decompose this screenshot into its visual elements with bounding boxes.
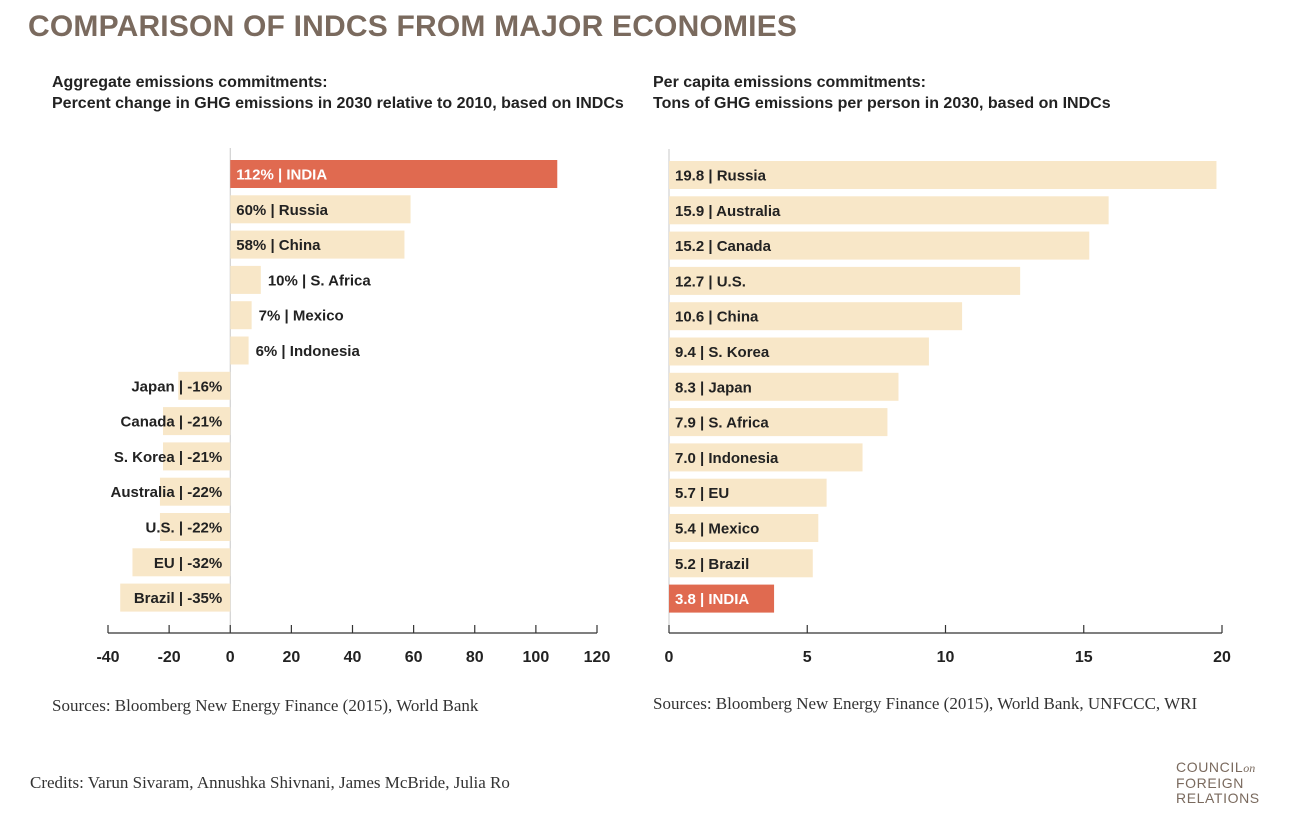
aggregate-bar xyxy=(163,442,231,471)
per-capita-bar-label: 5.4 | Mexico xyxy=(675,521,759,538)
credits: Credits: Varun Sivaram, Annushka Shivnan… xyxy=(30,773,510,792)
per-capita-bar-label: 5.2 | Brazil xyxy=(675,556,749,573)
per-capita-bar xyxy=(669,161,1217,189)
aggregate-bar xyxy=(120,583,231,612)
right-chart-title: Per capita emissions commitments: xyxy=(653,74,926,91)
aggregate-tick-label: -20 xyxy=(158,649,181,666)
per-capita-emissions-chart: 0 5 10 15 20 19.8 | Russia 15.9 | Australia 15.… xyxy=(665,149,1231,666)
aggregate-bar-label: Brazil | -35% xyxy=(134,590,222,607)
per-capita-bar-label: 15.2 | Canada xyxy=(675,238,772,255)
aggregate-bar-label: 112% | INDIA xyxy=(236,167,327,184)
per-capita-bar xyxy=(669,337,929,366)
right-chart-subtitle: Tons of GHG emissions per person in 2030… xyxy=(653,95,1111,112)
aggregate-bar xyxy=(178,371,231,400)
per-capita-bar xyxy=(669,372,899,401)
aggregate-tick-label: 120 xyxy=(584,649,611,666)
right-chart-source: Sources: Bloomberg New Energy Finance (2… xyxy=(653,694,1198,713)
per-capita-bar xyxy=(669,408,888,437)
aggregate-tick-label: -40 xyxy=(96,649,119,666)
per-capita-bar-label: 8.3 | Japan xyxy=(675,379,752,396)
aggregate-tick-label: 60 xyxy=(405,649,423,666)
right-chart-heading: Per capita emissions commitments: Tons o… xyxy=(653,72,1111,114)
left-chart-subtitle: Percent change in GHG emissions in 2030 … xyxy=(52,95,624,112)
per-capita-bar-label: 15.9 | Australia xyxy=(675,203,781,220)
cfr-logo: COUNCILon FOREIGN RELATIONS xyxy=(1176,760,1260,806)
per-capita-tick-label: 10 xyxy=(937,649,955,666)
per-capita-bar xyxy=(669,196,1109,225)
aggregate-bar-label: EU | -32% xyxy=(154,555,222,572)
aggregate-bar-label: Australia | -22% xyxy=(111,484,223,501)
aggregate-bar xyxy=(159,513,231,541)
per-capita-bar xyxy=(669,266,1021,295)
aggregate-bar-label: 58% | China xyxy=(236,237,321,254)
aggregate-bar xyxy=(230,336,249,365)
aggregate-bar xyxy=(132,548,231,577)
per-capita-tick-label: 5 xyxy=(803,649,812,666)
logo-line-3: RELATIONS xyxy=(1176,790,1260,806)
aggregate-tick-label: 20 xyxy=(282,649,300,666)
aggregate-bar-label: Japan | -16% xyxy=(131,378,222,395)
aggregate-tick-label: 40 xyxy=(344,649,362,666)
per-capita-bar-label: 12.7 | U.S. xyxy=(675,273,746,290)
per-capita-bar-label: 9.4 | S. Korea xyxy=(675,344,770,361)
aggregate-emissions-chart: -40 -20 0 20 40 60 80 100 120 112% | INDIA 60% | R… xyxy=(96,148,611,666)
per-capita-bar xyxy=(669,443,863,472)
per-capita-tick-label: 20 xyxy=(1213,649,1231,666)
aggregate-bar xyxy=(230,230,405,259)
per-capita-bar xyxy=(669,514,819,542)
aggregate-bar xyxy=(230,195,411,224)
per-capita-bar-label: 19.8 | Russia xyxy=(675,168,767,185)
per-capita-bar-label: 7.9 | S. Africa xyxy=(675,415,769,432)
aggregate-bar xyxy=(230,301,252,330)
left-chart-heading: Aggregate emissions commitments: Percent… xyxy=(52,72,624,114)
aggregate-bar-label: 7% | Mexico xyxy=(259,308,344,325)
logo-line-2: FOREIGN xyxy=(1176,775,1244,791)
aggregate-bar xyxy=(230,160,558,188)
per-capita-bar-label: 10.6 | China xyxy=(675,309,759,326)
aggregate-bar-label: U.S. | -22% xyxy=(146,520,223,537)
per-capita-bar-label: 5.7 | EU xyxy=(675,485,729,502)
per-capita-bar xyxy=(669,549,813,578)
aggregate-tick-label: 0 xyxy=(226,649,235,666)
left-chart-title: Aggregate emissions commitments: xyxy=(52,74,328,91)
logo-line-1-suffix: on xyxy=(1243,761,1256,775)
per-capita-bar xyxy=(669,584,775,613)
per-capita-bar-label: 7.0 | Indonesia xyxy=(675,450,779,467)
per-capita-bar xyxy=(669,478,827,507)
per-capita-bar-label: 3.8 | INDIA xyxy=(675,591,749,608)
aggregate-tick-label: 80 xyxy=(466,649,484,666)
aggregate-bar-label: S. Korea | -21% xyxy=(114,449,222,466)
aggregate-bar xyxy=(159,477,231,506)
page-title: COMPARISON OF INDCS FROM MAJOR ECONOMIES xyxy=(28,10,798,43)
left-chart-source: Sources: Bloomberg New Energy Finance (2… xyxy=(52,696,479,715)
logo-line-1: COUNCIL xyxy=(1176,759,1244,775)
aggregate-bar-label: 6% | Indonesia xyxy=(256,343,361,360)
aggregate-bar xyxy=(230,265,261,294)
per-capita-tick-label: 15 xyxy=(1075,649,1093,666)
aggregate-bar-label: Canada | -21% xyxy=(121,414,223,431)
per-capita-bar xyxy=(669,302,963,331)
aggregate-bar-label: 60% | Russia xyxy=(236,202,328,219)
aggregate-bar-label: 10% | S. Africa xyxy=(268,272,372,289)
per-capita-tick-label: 0 xyxy=(665,649,674,666)
aggregate-tick-label: 100 xyxy=(523,649,550,666)
per-capita-bar xyxy=(669,231,1090,260)
aggregate-bar xyxy=(163,407,231,436)
